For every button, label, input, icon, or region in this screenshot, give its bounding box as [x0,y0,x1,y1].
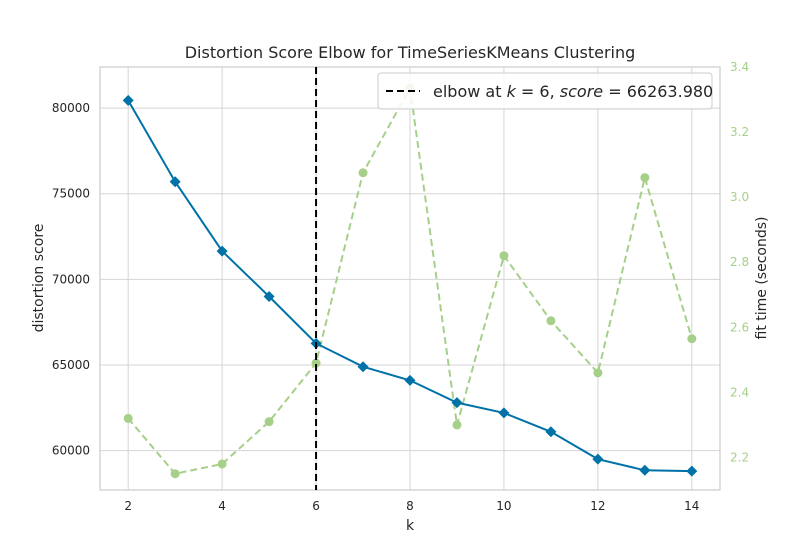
fit-time-point [358,168,368,178]
x-tick-label: 8 [406,499,414,513]
plot-frame [99,66,721,491]
legend-prefix: elbow at [433,82,507,101]
fit-time-point [123,413,133,423]
y2-tick-label: 2.2 [730,450,749,464]
legend-box [377,72,713,110]
distortion-point [216,245,228,257]
y2-axis-title: fit time (seconds) [754,217,770,340]
x-tick-label: 4 [218,499,226,513]
distortion-point [404,374,416,386]
y2-tick-label: 2.4 [730,385,749,399]
y-tick-label: 60000 [52,444,90,458]
fit-time-point [546,316,556,326]
y2-axis-ticks: 2.2 2.4 2.6 2.8 3.0 3.2 3.4 [730,60,749,464]
y-tick-label: 65000 [52,358,90,372]
chart-title: Distortion Score Elbow for TimeSeriesKMe… [185,43,636,62]
fit-time-point [499,251,509,261]
grid-lines [100,67,720,490]
x-axis-title: k [406,518,415,534]
distortion-point [122,94,134,106]
y2-tick-label: 3.0 [730,190,749,204]
distortion-point [639,464,651,476]
y2-tick-label: 3.4 [730,60,749,74]
x-axis-ticks: 2 4 6 8 10 12 14 [124,499,699,513]
distortion-point [357,361,369,373]
fit-time-point [170,469,180,479]
y-tick-label: 75000 [52,187,90,201]
x-tick-label: 14 [684,499,699,513]
fit-time-point [264,417,274,427]
y-axis-title: distortion score [31,224,47,333]
fit-time-point [593,368,603,378]
y2-tick-label: 2.8 [730,255,749,269]
y-tick-label: 80000 [52,101,90,115]
legend-k-symbol: k [507,82,517,101]
x-tick-label: 12 [590,499,605,513]
y2-tick-label: 3.2 [730,125,749,139]
legend: elbow at k = 6, score = 66263.980 [377,72,713,110]
distortion-point [545,426,557,438]
legend-k-value: = 6, [516,82,560,101]
legend-score-symbol: score [560,82,604,101]
y-axis-ticks: 60000 65000 70000 75000 80000 [52,101,90,458]
y2-tick-label: 2.6 [730,320,749,334]
fit-time-point [311,358,321,368]
distortion-point [592,453,604,465]
distortion-series [122,94,698,477]
distortion-point [498,407,510,419]
legend-score-value: = 66263.980 [603,82,713,101]
fit-time-point [452,420,462,430]
distortion-point [169,176,181,188]
fit-time-point [217,459,227,469]
x-tick-label: 10 [496,499,511,513]
fit-time-point [640,173,650,183]
x-tick-label: 6 [312,499,320,513]
legend-elbow-label: elbow at k = 6, score = 66263.980 [433,82,713,101]
y-tick-label: 70000 [52,272,90,286]
distortion-point [451,397,463,409]
distortion-point [686,465,698,477]
distortion-point [263,290,275,302]
fit-time-point [687,334,697,344]
x-tick-label: 2 [124,499,132,513]
